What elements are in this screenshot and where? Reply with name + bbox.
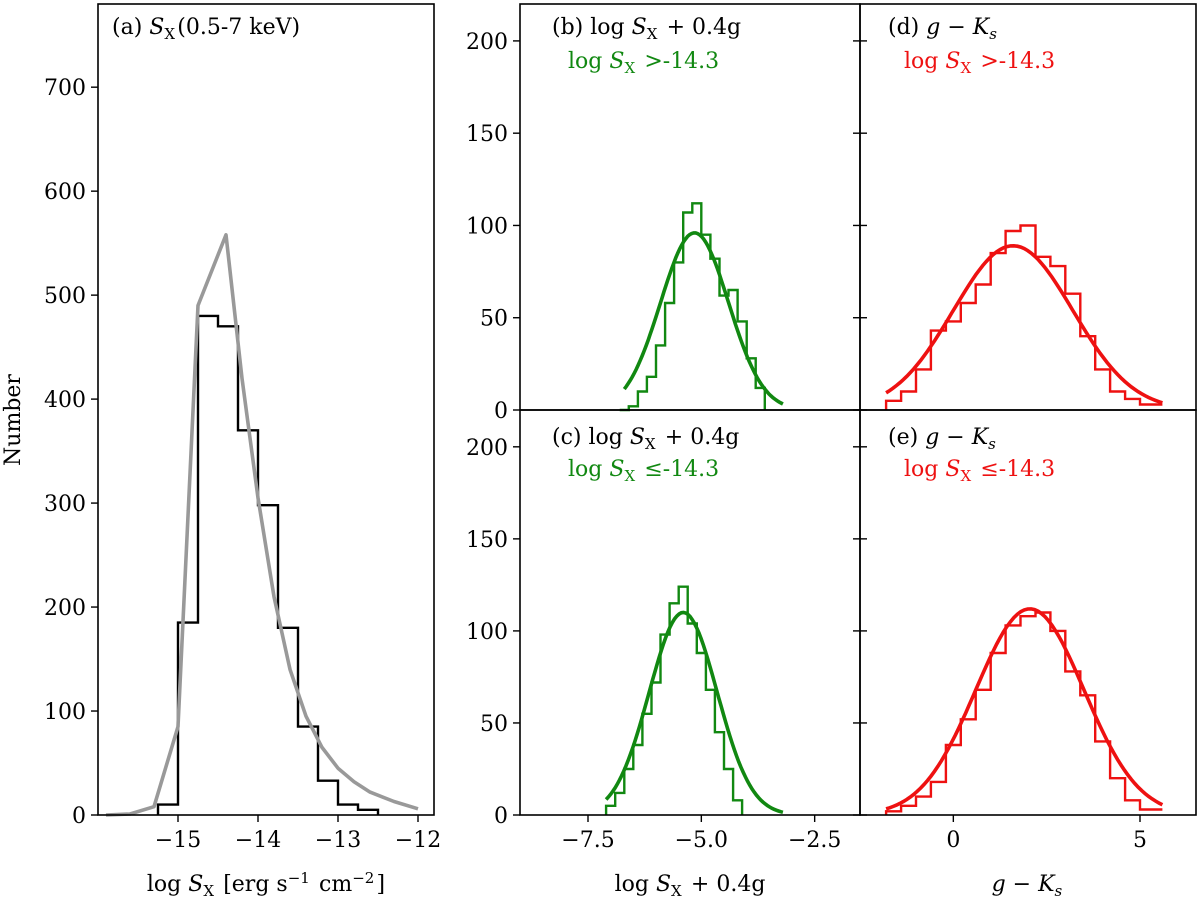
panel-frame-a (97, 3, 435, 816)
x-tick-label-a: −14 (235, 828, 281, 853)
panel-c: 0 50 100 150 200 −7.5 −5.0 −2.5 (c) log SX + 0.4… (466, 409, 861, 900)
panel-subtitle-c: log SX ≤-14.3 (568, 457, 719, 485)
x-tick-label-a: −13 (315, 828, 361, 853)
x-axis-label-e: g − Ks (992, 872, 1065, 900)
x-tick-label-e: 5 (1133, 828, 1147, 853)
y-tick-label-a: 200 (44, 596, 86, 621)
panel-title-d: (d) g − Ks (888, 15, 999, 43)
panel-b: 0 50 100 150 200 (b) log SX + 0.4g log SX >-14… (466, 3, 861, 424)
x-tick-label-c: −5.0 (675, 828, 728, 853)
panel-title-c: (c) log SX + 0.4g (552, 425, 739, 453)
panel-title-b: (b) log SX + 0.4g (552, 15, 741, 43)
histogram-step-d (884, 224, 1163, 410)
panel-a: 0 100 200 300 400 500 600 700 −15 −14 −13 −12 (a) SX… (44, 3, 441, 900)
y-tick-label-a: 0 (72, 804, 86, 829)
y-tick-label-b: 50 (480, 307, 508, 332)
gaussian-fit-e (885, 607, 1164, 811)
x-tick-label-a: −15 (155, 828, 201, 853)
panel-d: (d) g − Ks log SX >-14.3 (859, 3, 1197, 411)
x-tick-label-e: 0 (946, 828, 960, 853)
gaussian-fit-d (885, 243, 1163, 405)
y-tick-label-b: 100 (466, 214, 508, 239)
histogram-step-e (884, 611, 1163, 815)
x-axis-label-a: log SX [erg s−1 cm−2 ] (147, 869, 385, 900)
panel-title-a: (a) SX (0.5-7 keV) (112, 15, 300, 43)
model-curve-a (105, 233, 419, 817)
y-tick-label-a: 100 (44, 700, 86, 725)
x-tick-label-a: −12 (395, 828, 441, 853)
x-tick-label-c: −2.5 (788, 828, 841, 853)
y-tick-label-a: 400 (44, 388, 86, 413)
gaussian-fit-c (604, 610, 784, 815)
histogram-step-b (619, 202, 766, 412)
y-tick-label-a: 500 (44, 284, 86, 309)
gaussian-fit-b (622, 231, 784, 406)
y-tick-label-c: 200 (466, 436, 508, 461)
panel-subtitle-b: log SX >-14.3 (568, 49, 719, 77)
panel-frame-e (859, 409, 1197, 816)
x-axis-label-c: log SX + 0.4g (615, 872, 766, 900)
y-tick-label-a: 700 (44, 76, 86, 101)
y-tick-label-c: 50 (480, 712, 508, 737)
y-tick-label-a: 600 (44, 180, 86, 205)
y-tick-label-a: 300 (44, 492, 86, 517)
histogram-step-a (156, 314, 380, 815)
y-tick-label-c: 100 (466, 620, 508, 645)
y-tick-label-b: 150 (466, 122, 508, 147)
panel-subtitle-d: log SX >-14.3 (904, 49, 1055, 77)
x-tick-label-c: −7.5 (561, 828, 614, 853)
y-tick-label-c: 0 (494, 804, 508, 829)
figure-y-axis-label: Number (1, 374, 26, 466)
panel-title-e: (e) g − Ks (888, 425, 998, 453)
panel-e: 0 5 (e) g − Ks log SX ≤-14.3 g − Ks (859, 409, 1197, 900)
y-tick-label-c: 150 (466, 528, 508, 553)
y-tick-label-b: 200 (466, 30, 508, 55)
panel-subtitle-e: log SX ≤-14.3 (904, 457, 1055, 485)
y-tick-label-b: 0 (494, 399, 508, 424)
